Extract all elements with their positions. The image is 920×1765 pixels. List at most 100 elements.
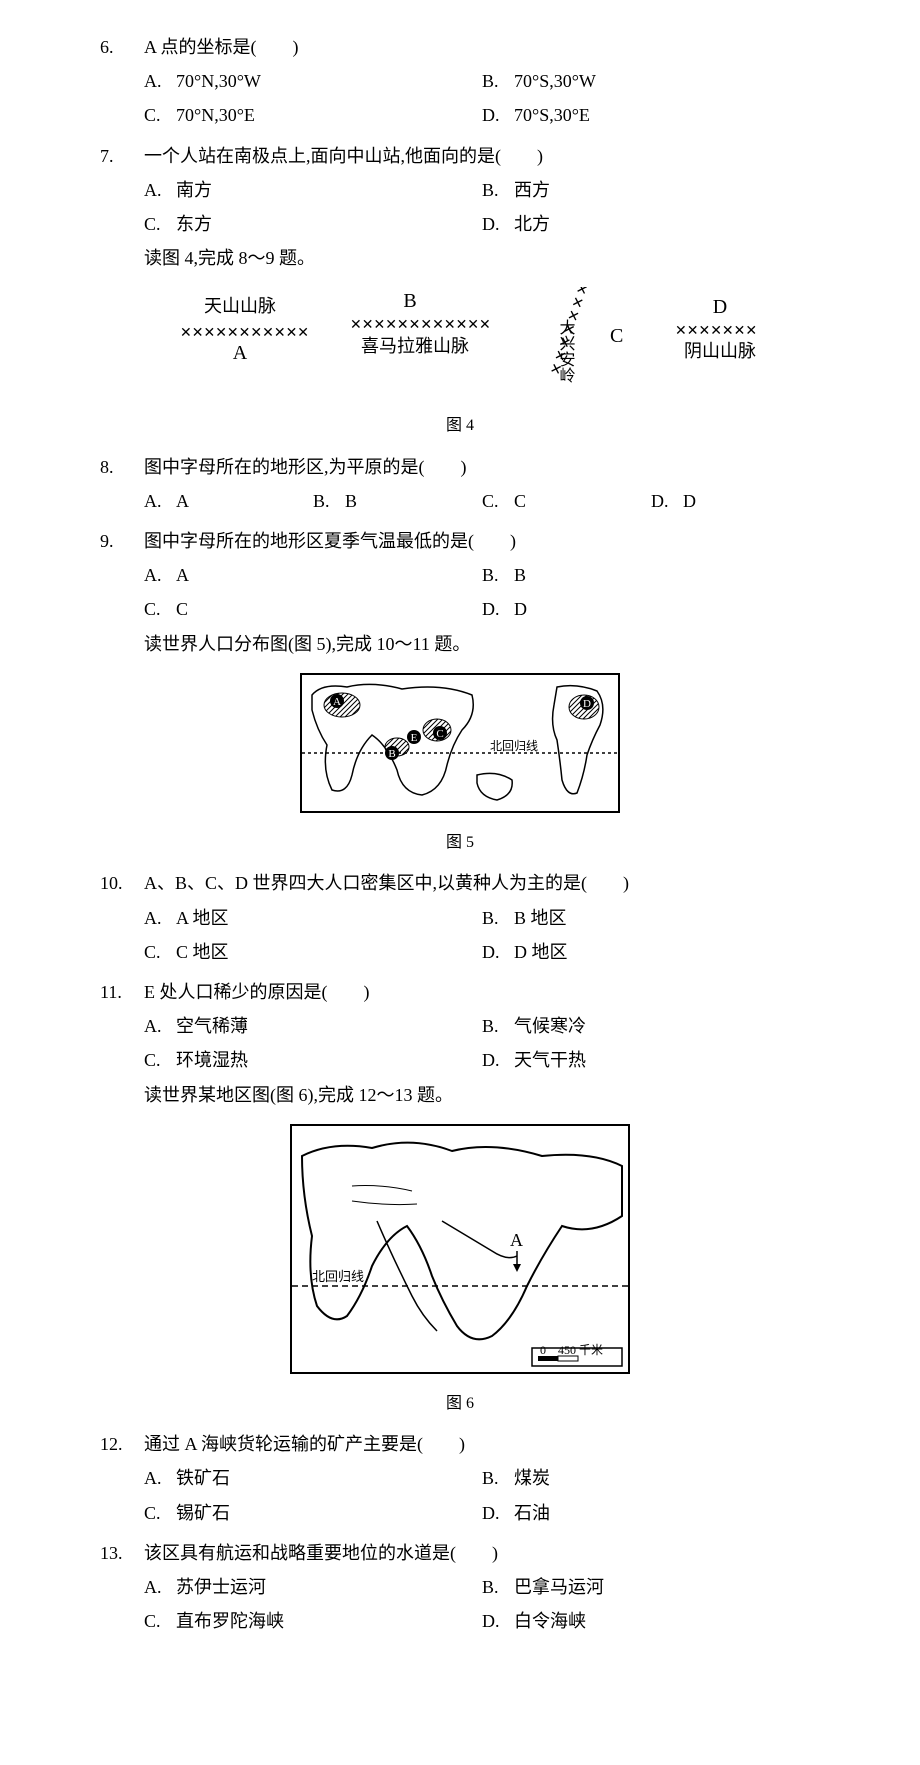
- q11-lead: 读世界某地区图(图 6),完成 12～13 题。: [100, 1078, 820, 1112]
- q9-opt-b: B.B: [482, 558, 820, 592]
- q13-text: 该区具有航运和战略重要地位的水道是( ): [144, 1536, 498, 1570]
- q12-text: 通过 A 海峡货轮运输的矿产主要是( ): [144, 1427, 465, 1461]
- fig4-daxinganling-label: 大兴安岭: [557, 319, 576, 383]
- q9-num: 9.: [100, 524, 144, 558]
- q7-opt-c: C.东方: [144, 207, 482, 241]
- q13-stem: 13. 该区具有航运和战略重要地位的水道是( ): [100, 1536, 820, 1570]
- q7-options: A.南方 B.西方 C.东方 D.北方: [100, 173, 820, 241]
- q7-opt-d: D.北方: [482, 207, 820, 241]
- q13-num: 13.: [100, 1536, 144, 1570]
- q12-num: 12.: [100, 1427, 144, 1461]
- question-9: 9. 图中字母所在的地形区夏季气温最低的是( ) A.A B.B C.C D.D…: [100, 524, 820, 661]
- question-6: 6. A 点的坐标是( ) A.70°N,30°W B.70°S,30°W C.…: [100, 30, 820, 133]
- q6-num: 6.: [100, 30, 144, 64]
- q9-opt-d: D.D: [482, 592, 820, 626]
- q10-num: 10.: [100, 866, 144, 900]
- q8-opt-d: D.D: [651, 484, 820, 518]
- figure-4-caption: 图 4: [100, 411, 820, 441]
- q6-opt-a: A.70°N,30°W: [144, 64, 482, 98]
- q7-text: 一个人站在南极点上,面向中山站,他面向的是( ): [144, 139, 543, 173]
- q8-opt-c: C.C: [482, 484, 651, 518]
- question-12: 12. 通过 A 海峡货轮运输的矿产主要是( ) A.铁矿石 B.煤炭 C.锡矿…: [100, 1427, 820, 1530]
- q8-text: 图中字母所在的地形区,为平原的是( ): [144, 450, 467, 484]
- q8-opt-a: A.A: [144, 484, 313, 518]
- q8-opt-b: B.B: [313, 484, 482, 518]
- q10-options: A.A 地区 B.B 地区 C.C 地区 D.D 地区: [100, 901, 820, 969]
- q8-num: 8.: [100, 450, 144, 484]
- q9-options: A.A B.B C.C D.D: [100, 558, 820, 626]
- q13-opt-a: A.苏伊士运河: [144, 1570, 482, 1604]
- q7-stem: 7. 一个人站在南极点上,面向中山站,他面向的是( ): [100, 139, 820, 173]
- q10-opt-b: B.B 地区: [482, 901, 820, 935]
- svg-text:E: E: [411, 732, 418, 744]
- svg-text:B: B: [388, 748, 395, 760]
- figure-5: 北回归线 A B C D E: [100, 673, 820, 824]
- q7-num: 7.: [100, 139, 144, 173]
- svg-text:D: D: [583, 698, 591, 710]
- fig6-A-label: A: [510, 1230, 523, 1250]
- q13-opt-c: C.直布罗陀海峡: [144, 1604, 482, 1638]
- q10-opt-a: A.A 地区: [144, 901, 482, 935]
- fig4-B-label: B: [403, 290, 416, 312]
- q11-options: A.空气稀薄 B.气候寒冷 C.环境湿热 D.天气干热: [100, 1009, 820, 1077]
- q11-text: E 处人口稀少的原因是( ): [144, 975, 369, 1009]
- q11-num: 11.: [100, 975, 144, 1009]
- figure-6: 北回归线 A 0 450 千米: [100, 1124, 820, 1385]
- question-8: 8. 图中字母所在的地形区,为平原的是( ) A.A B.B C.C D.D: [100, 450, 820, 518]
- q12-opt-a: A.铁矿石: [144, 1461, 482, 1495]
- svg-text:✕✕✕✕✕✕✕✕✕✕✕: ✕✕✕✕✕✕✕✕✕✕✕: [180, 326, 309, 341]
- q6-options: A.70°N,30°W B.70°S,30°W C.70°N,30°E D.70…: [100, 64, 820, 132]
- fig4-C-label: C: [610, 325, 623, 347]
- q7-opt-a: A.南方: [144, 173, 482, 207]
- fig4-tianshan-label: 天山山脉: [204, 296, 276, 316]
- fig4-A-label: A: [233, 342, 248, 364]
- q6-opt-d: D.70°S,30°E: [482, 98, 820, 132]
- question-11: 11. E 处人口稀少的原因是( ) A.空气稀薄 B.气候寒冷 C.环境湿热 …: [100, 975, 820, 1112]
- q11-opt-d: D.天气干热: [482, 1043, 820, 1077]
- fig4-yinshan-label: 阴山山脉: [684, 341, 756, 361]
- svg-text:C: C: [436, 728, 443, 740]
- q7-opt-b: B.西方: [482, 173, 820, 207]
- fig4-D-label: D: [713, 296, 727, 318]
- q11-opt-a: A.空气稀薄: [144, 1009, 482, 1043]
- q9-lead: 读世界人口分布图(图 5),完成 10～11 题。: [100, 627, 820, 661]
- q8-stem: 8. 图中字母所在的地形区,为平原的是( ): [100, 450, 820, 484]
- q12-options: A.铁矿石 B.煤炭 C.锡矿石 D.石油: [100, 1461, 820, 1529]
- fig6-scale-label: 0 450 千米: [540, 1343, 603, 1357]
- q13-opt-d: D.白令海峡: [482, 1604, 820, 1638]
- q9-stem: 9. 图中字母所在的地形区夏季气温最低的是( ): [100, 524, 820, 558]
- fig6-tropic-label: 北回归线: [312, 1269, 364, 1284]
- q12-opt-b: B.煤炭: [482, 1461, 820, 1495]
- q6-opt-c: C.70°N,30°E: [144, 98, 482, 132]
- q9-opt-c: C.C: [144, 592, 482, 626]
- q12-opt-d: D.石油: [482, 1496, 820, 1530]
- q8-options: A.A B.B C.C D.D: [100, 484, 820, 518]
- svg-text:A: A: [333, 696, 341, 708]
- svg-text:✕✕✕✕✕✕✕✕✕✕✕✕: ✕✕✕✕✕✕✕✕✕✕✕✕: [350, 318, 491, 333]
- q10-opt-c: C.C 地区: [144, 935, 482, 969]
- q6-text: A 点的坐标是( ): [144, 30, 299, 64]
- q10-text: A、B、C、D 世界四大人口密集区中,以黄种人为主的是( ): [144, 866, 629, 900]
- q13-opt-b: B.巴拿马运河: [482, 1570, 820, 1604]
- q10-stem: 10. A、B、C、D 世界四大人口密集区中,以黄种人为主的是( ): [100, 866, 820, 900]
- figure-6-caption: 图 6: [100, 1389, 820, 1419]
- fig4-himalaya-label: 喜马拉雅山脉: [361, 336, 469, 356]
- question-13: 13. 该区具有航运和战略重要地位的水道是( ) A.苏伊士运河 B.巴拿马运河…: [100, 1536, 820, 1639]
- question-10: 10. A、B、C、D 世界四大人口密集区中,以黄种人为主的是( ) A.A 地…: [100, 866, 820, 969]
- q10-opt-d: D.D 地区: [482, 935, 820, 969]
- q12-stem: 12. 通过 A 海峡货轮运输的矿产主要是( ): [100, 1427, 820, 1461]
- question-7: 7. 一个人站在南极点上,面向中山站,他面向的是( ) A.南方 B.西方 C.…: [100, 139, 820, 276]
- figure-4: 天山山脉 ✕✕✕✕✕✕✕✕✕✕✕ A B ✕✕✕✕✕✕✕✕✕✕✕✕ 喜马拉雅山脉…: [100, 287, 820, 407]
- q11-opt-b: B.气候寒冷: [482, 1009, 820, 1043]
- fig5-tropic-label: 北回归线: [490, 739, 538, 753]
- q12-opt-c: C.锡矿石: [144, 1496, 482, 1530]
- q13-options: A.苏伊士运河 B.巴拿马运河 C.直布罗陀海峡 D.白令海峡: [100, 1570, 820, 1638]
- q7-lead: 读图 4,完成 8～9 题。: [100, 241, 820, 275]
- q11-stem: 11. E 处人口稀少的原因是( ): [100, 975, 820, 1009]
- q9-text: 图中字母所在的地形区夏季气温最低的是( ): [144, 524, 516, 558]
- q6-stem: 6. A 点的坐标是( ): [100, 30, 820, 64]
- q6-opt-b: B.70°S,30°W: [482, 64, 820, 98]
- figure-5-caption: 图 5: [100, 828, 820, 858]
- q11-opt-c: C.环境湿热: [144, 1043, 482, 1077]
- svg-text:✕✕✕✕✕✕✕: ✕✕✕✕✕✕✕: [675, 324, 757, 339]
